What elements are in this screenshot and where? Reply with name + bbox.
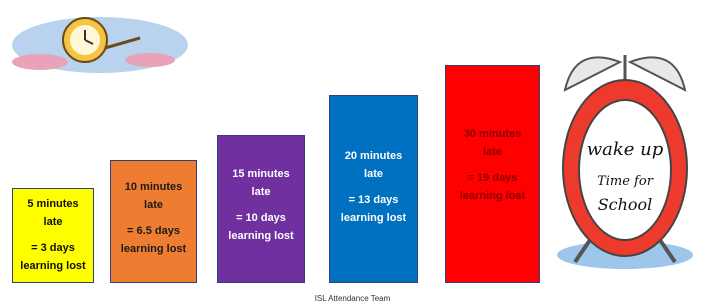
box-text: learning lost: [13, 257, 93, 275]
clock-text: wake up: [587, 139, 664, 160]
box-text: late: [218, 183, 304, 201]
box-text: 20 minutes: [330, 147, 417, 165]
cloud-shadow: [125, 53, 175, 67]
box-text: 15 minutes: [218, 165, 304, 183]
box-text: learning lost: [111, 240, 196, 258]
box-text: = 10 days: [218, 209, 304, 227]
box-text: late: [446, 143, 539, 161]
box-text: = 6.5 days: [111, 222, 196, 240]
box-text: learning lost: [446, 187, 539, 205]
box-text: learning lost: [218, 227, 304, 245]
clock-face: [579, 100, 671, 240]
box-text: late: [13, 213, 93, 231]
box-text: learning lost: [330, 209, 417, 227]
box-text: late: [330, 165, 417, 183]
footer: ISL Attendance Team: [0, 294, 705, 303]
box-text: = 19 days: [446, 169, 539, 187]
page: wake up Time for School 5 minuteslate= 3…: [0, 0, 705, 308]
clock-text: School: [598, 195, 653, 214]
box-text: = 13 days: [330, 191, 417, 209]
box-text: 5 minutes: [13, 195, 93, 213]
box-text: 10 minutes: [111, 178, 196, 196]
cloud-shadow: [12, 54, 68, 70]
clock-text: Time for: [597, 174, 654, 189]
box-text: = 3 days: [13, 239, 93, 257]
box-text: 30 minutes: [446, 125, 539, 143]
box-text: late: [111, 196, 196, 214]
